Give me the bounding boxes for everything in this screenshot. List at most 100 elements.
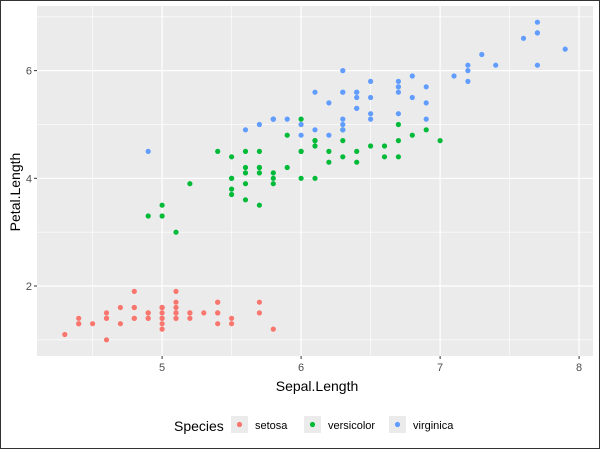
point-virginica [340,68,346,74]
point-versicolor [409,132,415,138]
point-setosa [76,321,82,327]
point-virginica [534,19,541,25]
point-versicolor [229,175,235,181]
y-axis-title: Petal.Length [7,153,23,232]
point-versicolor [312,138,318,144]
point-setosa [159,310,165,316]
point-versicolor [395,154,401,160]
point-setosa [256,310,262,316]
minor-gridlines [37,6,593,356]
point-virginica [354,94,360,101]
point-virginica [270,116,276,122]
point-versicolor [242,197,249,203]
legend-label-virginica: virginica [413,420,454,432]
point-virginica [395,78,401,84]
point-virginica [395,89,401,95]
point-virginica [423,100,429,106]
point-versicolor [423,127,429,133]
point-setosa [145,315,151,321]
point-virginica [465,68,471,74]
point-versicolor [242,170,249,176]
point-versicolor [256,202,262,208]
point-versicolor [270,175,276,181]
point-virginica [242,127,249,133]
point-virginica [326,100,332,106]
point-setosa [90,321,96,327]
point-virginica [520,35,527,41]
point-setosa [159,321,165,327]
point-virginica [534,62,541,68]
x-tick-label: 7 [437,362,443,374]
point-versicolor [229,191,235,198]
point-versicolor [381,154,388,160]
point-virginica [493,62,499,68]
point-setosa [173,304,179,311]
point-virginica [368,111,374,117]
y-tick-label: 4 [26,173,32,185]
point-virginica [354,89,360,95]
point-versicolor [340,138,346,144]
point-versicolor [298,116,304,122]
point-virginica [395,111,401,117]
point-virginica [562,46,568,52]
point-versicolor [159,202,165,208]
point-virginica [409,73,415,79]
point-versicolor [395,138,401,144]
point-setosa [215,299,221,305]
point-versicolor [242,181,249,187]
point-versicolor [229,154,235,160]
point-setosa [103,337,110,343]
legend-marker-setosa [236,421,243,428]
point-setosa [103,315,110,321]
point-setosa [131,288,137,294]
point-setosa [173,315,179,321]
point-virginica [465,62,471,68]
point-virginica [312,127,318,133]
point-setosa [62,331,68,338]
point-virginica [368,78,374,84]
point-setosa [76,315,82,321]
x-axis-title: Sepal.Length [276,378,359,394]
point-virginica [340,127,346,133]
point-versicolor [298,175,304,181]
legend-label-versicolor: versicolor [328,420,375,432]
point-versicolor [215,148,221,154]
point-virginica [423,84,429,90]
point-versicolor [437,138,443,144]
legend-entries: setosa versicolor virginica [231,416,454,433]
point-setosa [229,321,235,327]
point-virginica [465,78,471,84]
point-setosa [159,315,165,321]
point-versicolor [256,148,262,154]
point-virginica [298,132,304,138]
point-virginica [451,73,457,79]
point-versicolor [298,148,304,154]
point-versicolor [312,175,318,181]
point-setosa [103,310,110,316]
point-versicolor [284,164,290,171]
point-setosa [131,304,137,311]
point-virginica [256,121,262,128]
point-versicolor [270,181,276,187]
point-virginica [340,121,346,128]
point-versicolor [381,143,388,149]
point-versicolor [354,148,360,154]
point-versicolor [326,148,332,154]
point-versicolor [145,213,151,219]
point-virginica [298,121,304,128]
point-setosa [270,326,276,332]
point-virginica [145,148,151,154]
point-setosa [256,299,262,305]
major-gridlines [37,6,593,356]
point-setosa [131,315,137,321]
legend-marker-virginica [394,421,401,428]
point-setosa [187,315,193,321]
point-versicolor [284,132,290,138]
point-setosa [117,321,123,327]
x-tick-label: 8 [576,362,582,374]
point-versicolor [256,170,262,176]
legend-label-setosa: setosa [255,420,288,432]
point-setosa [201,310,207,316]
point-virginica [312,89,318,95]
